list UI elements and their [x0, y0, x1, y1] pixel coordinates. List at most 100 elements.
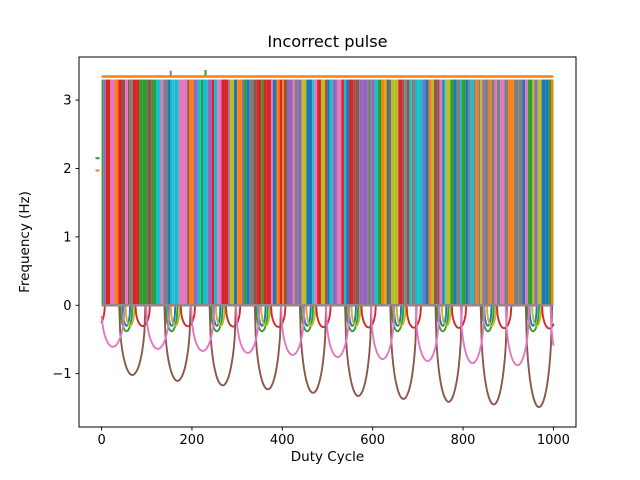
pulse-stripe — [256, 79, 262, 306]
pulse-stripe — [249, 79, 254, 306]
plot-contents — [95, 69, 555, 409]
pulse-stripe — [465, 79, 469, 306]
pulse-stripe — [283, 79, 288, 306]
pulse-stripe — [213, 79, 218, 306]
pulse-stripe — [433, 79, 438, 306]
y-tick-label: 2 — [63, 162, 71, 177]
pulse-stripe — [294, 79, 298, 306]
pulse-stripe — [303, 79, 307, 306]
pulse-stripe — [156, 79, 161, 306]
pulse-stripe — [511, 79, 514, 306]
pulse-stripe — [233, 79, 238, 306]
pulse-stripe — [453, 79, 457, 306]
pulse-stripe — [404, 79, 407, 306]
pulse-stripe — [211, 79, 214, 306]
pulse-stripe — [349, 79, 354, 306]
pulse-stripe — [462, 79, 466, 306]
pulse-stripe — [545, 79, 549, 306]
pulse-stripe — [246, 79, 250, 306]
pulse-stripe — [317, 79, 321, 306]
pulse-stripe — [253, 79, 257, 306]
pulse-stripe — [390, 79, 395, 306]
x-tick-label: 400 — [270, 433, 295, 448]
pulse-stripe — [355, 79, 360, 306]
pulse-stripe — [371, 79, 375, 306]
pulse-stripe — [504, 79, 509, 306]
pulse-stripe — [202, 79, 208, 306]
pulse-stripe — [428, 79, 432, 306]
pulse-stripe — [147, 79, 152, 306]
pulse-stripe — [423, 79, 426, 306]
pulse-stripe — [178, 79, 184, 306]
x-tick-label: 200 — [180, 433, 205, 448]
pulse-stripe — [409, 79, 412, 306]
pulse-stripe — [125, 79, 129, 306]
pulse-stripe — [377, 79, 382, 306]
pulse-stripe — [312, 79, 315, 306]
pulse-stripe — [439, 79, 443, 306]
pulse-stripe — [374, 79, 378, 306]
pulse-stripe — [475, 79, 479, 306]
pulse-stripe — [128, 79, 130, 306]
pulse-stripe — [442, 79, 445, 306]
pulse-stripe — [292, 79, 295, 306]
pulse-stripe — [478, 79, 481, 306]
pulse-stripe — [225, 79, 229, 306]
cap-blip — [169, 70, 172, 76]
pulse-stripe — [132, 79, 137, 306]
x-tick-label: 1000 — [537, 433, 570, 448]
pulse-stripe — [187, 79, 190, 306]
pulse-stripe — [261, 79, 264, 306]
pulse-stripes — [101, 79, 554, 306]
pulse-stripe — [456, 79, 461, 306]
pulse-stripe — [217, 79, 222, 306]
pulse-stripe — [170, 79, 173, 306]
pulse-stripe — [297, 79, 302, 306]
dip-curve-pink — [100, 304, 555, 367]
pulse-stripe — [139, 79, 143, 306]
pulse-stripe — [460, 79, 463, 306]
pulse-stripe — [532, 79, 535, 306]
dip-curve-blue — [121, 304, 538, 327]
x-tick-label: 600 — [360, 433, 385, 448]
chart-title: Incorrect pulse — [267, 32, 387, 51]
pulse-stripe — [445, 79, 451, 306]
pulse-stripe — [160, 79, 164, 306]
pulse-stripe — [306, 79, 309, 306]
pulse-stripe — [325, 79, 328, 306]
pulse-stripe — [314, 79, 318, 306]
pulse-stripe — [243, 79, 247, 306]
tick-marks — [75, 99, 554, 431]
pulse-stripe — [541, 79, 546, 306]
pulse-stripe — [197, 79, 201, 306]
pulse-stripe — [266, 79, 271, 306]
pulse-stripe — [346, 79, 350, 306]
pulse-stripe — [450, 79, 454, 306]
pulse-stripe — [389, 79, 391, 306]
pulse-stripe — [394, 79, 399, 306]
plot-layer: 0 200 400 600 800 1000 −1 0 1 2 3 — [52, 56, 577, 448]
pulse-stripe — [480, 79, 483, 306]
pulse-stripe — [329, 79, 333, 306]
pulse-stripe — [362, 79, 368, 306]
x-tick-label: 0 — [97, 433, 105, 448]
pulse-stripe — [172, 79, 175, 306]
pulse-stripe — [279, 79, 283, 306]
pulse-stripe — [110, 79, 115, 306]
pulse-stripe — [276, 79, 280, 306]
pulse-stripe — [343, 79, 347, 306]
pulse-stripe — [534, 79, 538, 306]
pulse-stripe — [200, 79, 203, 306]
pulse-stripe — [241, 79, 244, 306]
pulse-stripe — [183, 79, 188, 306]
pulse-stripe — [406, 79, 410, 306]
pulse-stripe — [189, 79, 194, 306]
pulse-stripe — [237, 79, 242, 306]
pulse-stripe — [402, 79, 405, 306]
pulse-stripe — [282, 79, 284, 306]
pulse-stripe — [468, 79, 471, 306]
y-axis-label: Frequency (Hz) — [17, 191, 33, 293]
pulse-stripe — [229, 79, 234, 306]
pulse-stripe — [359, 79, 363, 306]
